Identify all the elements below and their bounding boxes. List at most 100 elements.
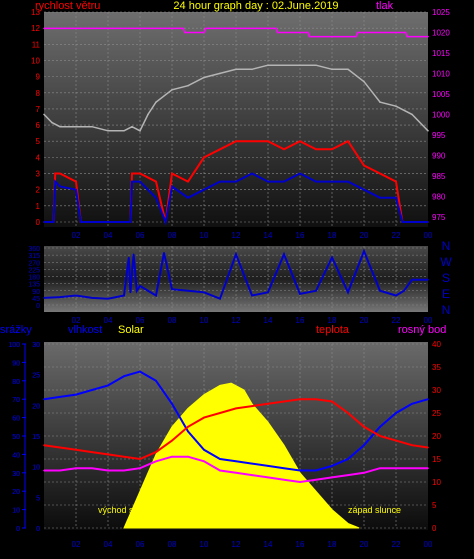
- pressure-trend-line-point: [411, 113, 413, 116]
- pressure-trend-line-point: [59, 125, 61, 128]
- wind-tick-label: 11: [32, 40, 41, 49]
- humidity-line-point: [347, 458, 349, 460]
- x-tick-label: 02: [72, 231, 81, 240]
- humidity-line-point: [283, 467, 285, 470]
- x-tick-label: 10: [200, 316, 209, 325]
- temperature-line-point: [411, 444, 413, 447]
- wind-direction-line-point: [163, 251, 165, 254]
- pressure-line-point: [307, 31, 309, 34]
- wind-tick-label: 9: [36, 73, 41, 82]
- humidity-line-point: [411, 403, 413, 405]
- humidity-line-point: [363, 444, 365, 447]
- wind-speed-line-point: [395, 196, 397, 199]
- wind-direction-line-point: [395, 294, 397, 297]
- dew-point-line-point: [283, 478, 285, 481]
- x-tick-label: 18: [328, 316, 337, 325]
- direction-tick-label: 45: [32, 296, 40, 303]
- wind-tick-label: 2: [36, 186, 41, 195]
- wind-direction-line-point: [219, 297, 221, 300]
- x-tick-label: 04: [104, 540, 113, 549]
- humidity-line-point: [395, 412, 397, 414]
- wind-direction-line-point: [187, 289, 189, 292]
- temperature-line-point: [107, 453, 109, 456]
- pressure-trend-line-point: [315, 64, 317, 67]
- humidity-tick-label: 10: [32, 465, 40, 472]
- x-tick-label: 22: [392, 540, 401, 549]
- temperature-line-point: [331, 400, 333, 403]
- temperature-line-point: [395, 439, 397, 442]
- pressure-tick-label: 1010: [432, 69, 450, 78]
- humidity-line-point: [299, 469, 301, 472]
- legend-teplota: teplota: [316, 324, 350, 336]
- precipitation-tick-label: 60: [12, 416, 20, 423]
- humidity-tick-label: 25: [32, 373, 40, 380]
- x-tick-label: 14: [264, 231, 273, 240]
- dew-point-line-point: [107, 469, 109, 472]
- wind-speed-line-point: [315, 180, 317, 183]
- pressure-tick-label: 1020: [432, 28, 450, 37]
- wind-direction-line-point: [427, 278, 429, 281]
- pressure-tick-label: 995: [432, 131, 446, 140]
- x-tick-label: 04: [104, 231, 113, 240]
- x-tick-label: 10: [200, 540, 209, 549]
- x-tick-label: 20: [360, 231, 369, 240]
- wind-speed-line-point: [331, 180, 333, 183]
- x-tick-label: 12: [232, 316, 241, 325]
- pressure-line-point: [182, 27, 184, 30]
- wind-direction-line-point: [155, 294, 157, 297]
- temperature-line-point: [139, 458, 141, 460]
- wind-speed-line-point: [107, 221, 109, 223]
- pressure-trend-line-point: [427, 129, 429, 132]
- precipitation-tick-label: 0: [16, 526, 20, 533]
- direction-label-n: N: [442, 303, 451, 317]
- wind-gust-line-point: [203, 156, 205, 159]
- humidity-line-point: [107, 384, 109, 387]
- wind-tick-label: 8: [36, 89, 41, 98]
- pressure-trend-line-point: [155, 101, 157, 103]
- wind-speed-line-point: [129, 221, 132, 223]
- wind-direction-line-point: [107, 297, 109, 300]
- dew-point-line-point: [315, 478, 317, 481]
- precipitation-tick-label: 90: [12, 360, 20, 367]
- pressure-line-point: [355, 35, 357, 38]
- wind-direction-line-point: [235, 253, 237, 256]
- temperature-line-point: [251, 405, 253, 407]
- wind-direction-line-point: [128, 256, 130, 259]
- wind-speed-line-point: [187, 196, 189, 199]
- wind-speed-line-point: [52, 221, 55, 223]
- wind-gust-line-point: [379, 172, 381, 175]
- x-tick-label: 20: [360, 316, 369, 325]
- direction-label-s: S: [442, 271, 450, 285]
- dew-point-line-point: [427, 467, 429, 470]
- temperature-line-point: [363, 426, 365, 428]
- wind-speed-line-point: [80, 221, 82, 223]
- wind-speed-line-point: [427, 221, 429, 223]
- direction-label-e: E: [442, 287, 450, 301]
- legend-srazky: srážky: [0, 324, 32, 336]
- x-tick-label: 22: [392, 231, 401, 240]
- dew-point-line-point: [123, 469, 125, 472]
- dew-point-line-point: [411, 467, 413, 470]
- wind-speed-line-point: [267, 180, 269, 183]
- wind-gust-line-point: [131, 172, 133, 175]
- pressure-tick-label: 980: [432, 192, 446, 201]
- pressure-trend-line-point: [299, 64, 301, 67]
- wind-direction-line-point: [363, 250, 365, 252]
- humidity-line-point: [251, 462, 253, 465]
- temperature-line-point: [347, 412, 349, 414]
- wind-direction-line-point: [347, 291, 349, 294]
- x-tick-label: 08: [168, 540, 177, 549]
- temperature-line-point: [43, 444, 45, 447]
- humidity-line-point: [379, 426, 381, 428]
- pressure-line-point: [427, 35, 429, 38]
- wind-direction-line-point: [283, 253, 285, 256]
- humidity-line-point: [123, 375, 125, 378]
- x-tick-label: 14: [264, 316, 273, 325]
- wind-gust-line-point: [187, 180, 189, 183]
- pressure-line-point: [406, 35, 409, 38]
- dew-point-line-point: [219, 469, 221, 472]
- precipitation-tick-label: 20: [12, 489, 20, 496]
- temperature-line-point: [123, 455, 125, 458]
- wind-tick-label: 1: [36, 202, 41, 211]
- wind-direction-line-point: [331, 256, 333, 259]
